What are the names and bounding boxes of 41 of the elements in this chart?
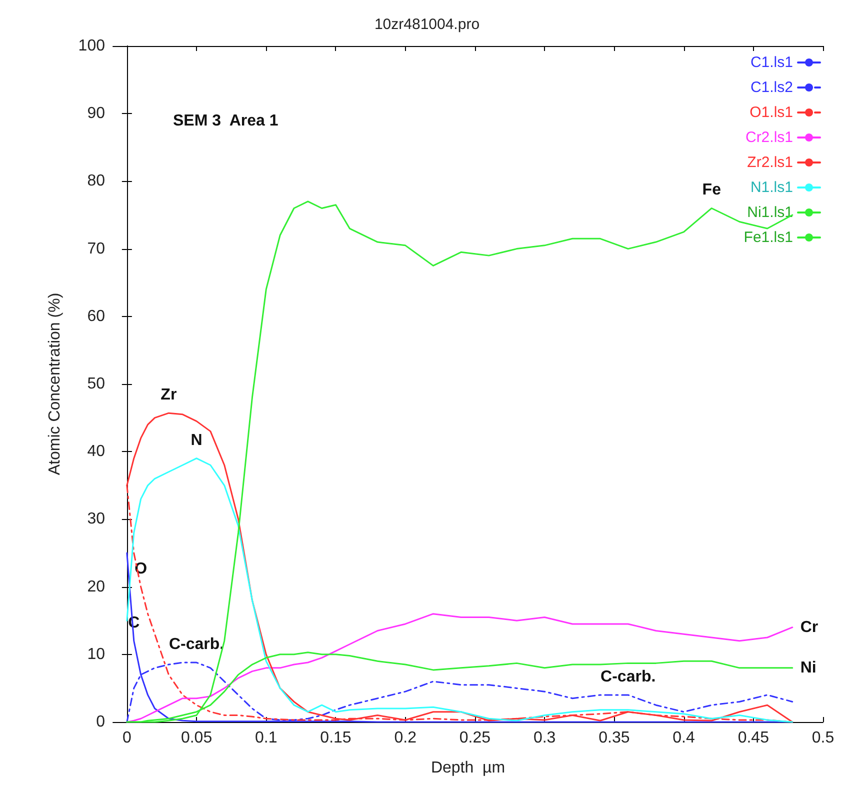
x-tick-label: 0.15 — [320, 730, 352, 746]
x-tick-label: 0.2 — [394, 730, 417, 746]
legend-label: Fe1.ls1 — [744, 229, 793, 246]
x-tick-label: 0.35 — [598, 730, 630, 746]
y-tick-label: 80 — [87, 172, 106, 190]
legend-label: Cr2.ls1 — [745, 129, 793, 146]
x-tick-label: 0.3 — [533, 730, 556, 746]
x-tick-label: 0 — [122, 730, 132, 746]
x-tick-label: 0.4 — [672, 730, 696, 746]
legend-label: N1.ls1 — [750, 179, 793, 196]
annotation: Fe — [702, 182, 722, 199]
x-axis-title: Depth µm — [430, 760, 506, 776]
annotation: SEM 3 Area 1 — [173, 112, 278, 130]
x-tick-label: 0.45 — [738, 730, 770, 746]
y-tick-label: 0 — [96, 714, 106, 730]
annotation: Cr — [800, 618, 818, 636]
y-tick-label: 20 — [87, 578, 106, 596]
annotation: C-carb. — [600, 668, 656, 686]
y-tick-label: 10 — [87, 646, 106, 663]
y-tick-label: 70 — [87, 240, 106, 258]
chart-title: 10zr481004.pro — [374, 16, 480, 33]
legend-label: C1.ls2 — [750, 79, 793, 96]
x-tick-label: 0.5 — [812, 730, 834, 746]
annotation: Ni — [800, 659, 816, 676]
annotation: N — [190, 432, 202, 449]
legend-label: O1.ls1 — [750, 104, 793, 121]
y-axis-title: Atomic Concentration (%) — [46, 292, 64, 476]
y-tick-label: 100 — [78, 38, 106, 54]
x-tick-label: 0.1 — [255, 730, 278, 746]
legend-label: Zr2.ls1 — [747, 154, 793, 171]
legend-label: C1.ls1 — [750, 54, 793, 71]
y-tick-label: 60 — [87, 308, 106, 325]
y-tick-label: 90 — [87, 105, 106, 122]
legend-label: Ni1.ls1 — [747, 204, 793, 221]
annotation: Zr — [160, 386, 177, 404]
x-tick-label: 0.05 — [180, 730, 212, 746]
y-tick-label: 30 — [87, 510, 106, 528]
annotation: C-carb. — [168, 636, 224, 654]
y-tick-label: 40 — [87, 443, 106, 460]
x-tick-label: 0.25 — [459, 730, 491, 746]
y-tick-label: 50 — [87, 376, 106, 392]
